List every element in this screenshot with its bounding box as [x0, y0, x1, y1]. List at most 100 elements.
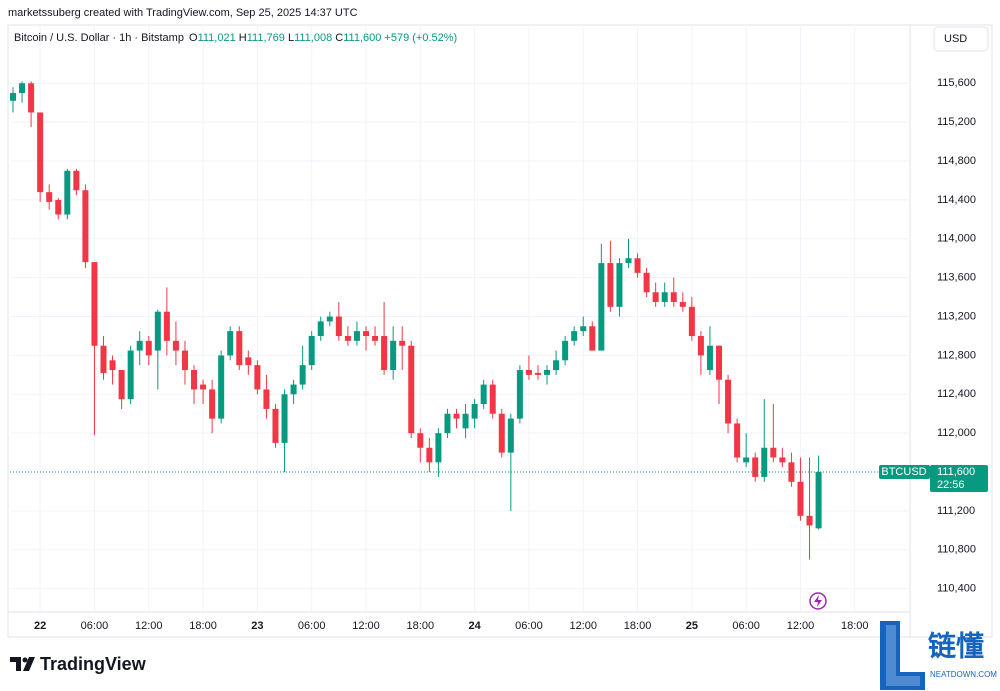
currency-button[interactable] [933, 26, 989, 52]
body [335, 316, 342, 336]
watermark-name: 链懂 [928, 630, 984, 661]
body [589, 326, 596, 351]
body [55, 199, 62, 215]
body [498, 413, 505, 453]
tradingview-logo [10, 657, 35, 671]
x-tick-label: 25 [686, 620, 698, 632]
x-tick-label: 24 [468, 620, 481, 632]
body [344, 335, 351, 341]
body [218, 355, 225, 419]
currency[interactable]: USD [944, 33, 967, 45]
y-tick-label: 111,200 [937, 505, 975, 517]
body [9, 93, 16, 101]
body [697, 335, 704, 356]
body [100, 345, 107, 373]
y-tick-label: 110,800 [937, 544, 976, 556]
watermark: 链懂 NEATDOWN.COM [880, 621, 997, 690]
body [236, 331, 243, 366]
body [254, 365, 261, 390]
y-tick-label: 113,200 [937, 310, 976, 322]
grid [10, 25, 910, 612]
y-tick-label: 115,200 [937, 116, 976, 128]
body [652, 292, 659, 302]
body [516, 370, 523, 419]
y-tick-label: 112,000 [937, 427, 976, 439]
price-badge [930, 465, 988, 493]
body [390, 340, 397, 371]
candles [9, 81, 822, 560]
body [200, 384, 207, 390]
body [553, 360, 560, 371]
body [716, 345, 723, 380]
body [489, 384, 496, 414]
c-value: 111,600 [343, 32, 381, 44]
body [64, 170, 71, 215]
body [725, 379, 732, 424]
x-tick-label: 12:00 [787, 620, 815, 632]
body [770, 447, 777, 458]
body [453, 413, 460, 419]
body [326, 316, 333, 322]
body [688, 306, 695, 336]
l-value: 111,008 [294, 32, 332, 44]
symbol-badge-label: BTCUSD [881, 466, 926, 478]
body [634, 258, 641, 273]
x-tick-label: 18:00 [189, 620, 217, 632]
body [779, 457, 786, 463]
body [706, 345, 713, 371]
y-tick-label: 112,800 [937, 349, 976, 361]
body [761, 447, 768, 477]
body [426, 447, 433, 463]
c-label: C [335, 32, 343, 44]
h-label: H [239, 32, 247, 44]
body [408, 345, 415, 434]
body [308, 335, 315, 366]
alert-icon [809, 592, 827, 610]
x-tick-label: 22 [34, 620, 46, 632]
body [544, 370, 551, 375]
body [145, 340, 152, 356]
body [73, 170, 80, 191]
body [734, 423, 741, 458]
body [136, 340, 143, 351]
body [562, 340, 569, 361]
body [815, 472, 822, 529]
body [127, 350, 134, 400]
body [444, 413, 451, 434]
x-tick-label: 18:00 [841, 620, 869, 632]
body [299, 365, 306, 385]
x-tick-label: 06:00 [515, 620, 543, 632]
body [625, 258, 632, 264]
body [227, 331, 234, 356]
y-tick-label: 112,400 [937, 388, 976, 400]
body [480, 384, 487, 405]
watermark-site: NEATDOWN.COM [930, 670, 997, 679]
body [525, 370, 532, 375]
x-tick-label: 06:00 [732, 620, 760, 632]
body [399, 340, 406, 346]
body [661, 292, 668, 302]
body [752, 457, 759, 477]
x-tick-label: 06:00 [298, 620, 326, 632]
body [37, 112, 44, 193]
body [381, 335, 388, 371]
body [435, 433, 442, 463]
body [91, 262, 98, 346]
body [743, 457, 750, 463]
x-tick-label: 18:00 [407, 620, 435, 632]
body [245, 357, 252, 366]
body [797, 481, 804, 516]
l-label: L [288, 32, 294, 44]
x-tick-label: 12:00 [352, 620, 380, 632]
body [788, 462, 795, 482]
body [580, 326, 587, 332]
body [82, 190, 89, 263]
body [317, 321, 324, 336]
body [643, 272, 650, 293]
chart-frame [7, 24, 993, 638]
body [109, 360, 116, 371]
body [118, 370, 125, 400]
countdown: 22:56 [937, 479, 965, 491]
body [154, 311, 161, 351]
